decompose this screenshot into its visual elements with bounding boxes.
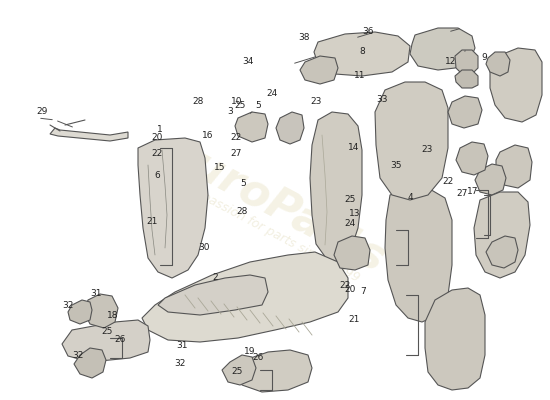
Polygon shape bbox=[334, 236, 370, 270]
Text: 25: 25 bbox=[101, 326, 113, 336]
Text: 14: 14 bbox=[348, 144, 360, 152]
Polygon shape bbox=[425, 288, 485, 390]
Text: 22: 22 bbox=[230, 134, 241, 142]
Text: 35: 35 bbox=[390, 162, 402, 170]
Text: 23: 23 bbox=[310, 98, 322, 106]
Text: 19: 19 bbox=[244, 348, 256, 356]
Polygon shape bbox=[486, 236, 518, 268]
Text: 31: 31 bbox=[176, 342, 188, 350]
Polygon shape bbox=[448, 96, 482, 128]
Text: 32: 32 bbox=[62, 302, 74, 310]
Text: 11: 11 bbox=[354, 72, 366, 80]
Text: 38: 38 bbox=[298, 34, 310, 42]
Text: 9: 9 bbox=[481, 54, 487, 62]
Polygon shape bbox=[235, 112, 268, 142]
Polygon shape bbox=[455, 70, 478, 88]
Text: 28: 28 bbox=[236, 208, 248, 216]
Text: 13: 13 bbox=[349, 210, 361, 218]
Text: 26: 26 bbox=[114, 336, 126, 344]
Polygon shape bbox=[276, 112, 304, 144]
Polygon shape bbox=[314, 32, 410, 76]
Polygon shape bbox=[496, 145, 532, 188]
Text: 26: 26 bbox=[252, 352, 263, 362]
Text: 15: 15 bbox=[214, 164, 225, 172]
Text: 24: 24 bbox=[344, 220, 356, 228]
Text: 33: 33 bbox=[376, 96, 388, 104]
Text: 22: 22 bbox=[442, 178, 454, 186]
Text: 27: 27 bbox=[230, 150, 241, 158]
Text: 10: 10 bbox=[231, 98, 243, 106]
Text: 25: 25 bbox=[234, 102, 246, 110]
Polygon shape bbox=[474, 192, 530, 278]
Text: 28: 28 bbox=[192, 98, 204, 106]
Polygon shape bbox=[222, 355, 256, 385]
Text: a passion for parts since 1999: a passion for parts since 1999 bbox=[189, 185, 361, 285]
Text: 34: 34 bbox=[243, 58, 254, 66]
Text: euroParts: euroParts bbox=[157, 129, 393, 281]
Text: 18: 18 bbox=[107, 312, 119, 320]
Polygon shape bbox=[385, 188, 452, 322]
Text: 25: 25 bbox=[232, 366, 243, 376]
Text: 20: 20 bbox=[151, 134, 163, 142]
Polygon shape bbox=[84, 294, 118, 328]
Polygon shape bbox=[142, 252, 348, 342]
Text: 32: 32 bbox=[72, 352, 84, 360]
Text: 8: 8 bbox=[359, 48, 365, 56]
Text: 36: 36 bbox=[362, 28, 374, 36]
Polygon shape bbox=[490, 48, 542, 122]
Polygon shape bbox=[455, 50, 478, 74]
Text: 31: 31 bbox=[90, 290, 102, 298]
Polygon shape bbox=[375, 82, 448, 200]
Text: 12: 12 bbox=[446, 58, 456, 66]
Text: 23: 23 bbox=[421, 146, 433, 154]
Text: 27: 27 bbox=[456, 190, 468, 198]
Polygon shape bbox=[486, 52, 510, 76]
Text: 4: 4 bbox=[407, 194, 413, 202]
Text: 30: 30 bbox=[198, 244, 210, 252]
Text: 5: 5 bbox=[240, 178, 246, 188]
Text: 5: 5 bbox=[255, 102, 261, 110]
Text: 7: 7 bbox=[360, 288, 366, 296]
Text: 22: 22 bbox=[339, 282, 351, 290]
Text: 20: 20 bbox=[344, 286, 356, 294]
Text: 24: 24 bbox=[266, 90, 278, 98]
Text: 2: 2 bbox=[212, 274, 218, 282]
Polygon shape bbox=[50, 128, 128, 141]
Text: 3: 3 bbox=[227, 108, 233, 116]
Text: 16: 16 bbox=[202, 132, 214, 140]
Text: 22: 22 bbox=[151, 148, 163, 158]
Polygon shape bbox=[74, 348, 106, 378]
Polygon shape bbox=[138, 138, 208, 278]
Polygon shape bbox=[410, 28, 475, 70]
Polygon shape bbox=[475, 164, 506, 195]
Polygon shape bbox=[456, 142, 488, 175]
Polygon shape bbox=[310, 112, 362, 262]
Text: 29: 29 bbox=[36, 108, 48, 116]
Polygon shape bbox=[68, 300, 92, 324]
Text: 25: 25 bbox=[344, 196, 356, 204]
Polygon shape bbox=[238, 350, 312, 392]
Polygon shape bbox=[300, 56, 338, 84]
Text: 32: 32 bbox=[174, 360, 186, 368]
Text: 21: 21 bbox=[146, 218, 158, 226]
Polygon shape bbox=[62, 320, 150, 362]
Text: 6: 6 bbox=[154, 170, 160, 180]
Text: 1: 1 bbox=[157, 126, 163, 134]
Polygon shape bbox=[158, 275, 268, 315]
Text: 21: 21 bbox=[348, 316, 360, 324]
Text: 17: 17 bbox=[468, 188, 478, 196]
